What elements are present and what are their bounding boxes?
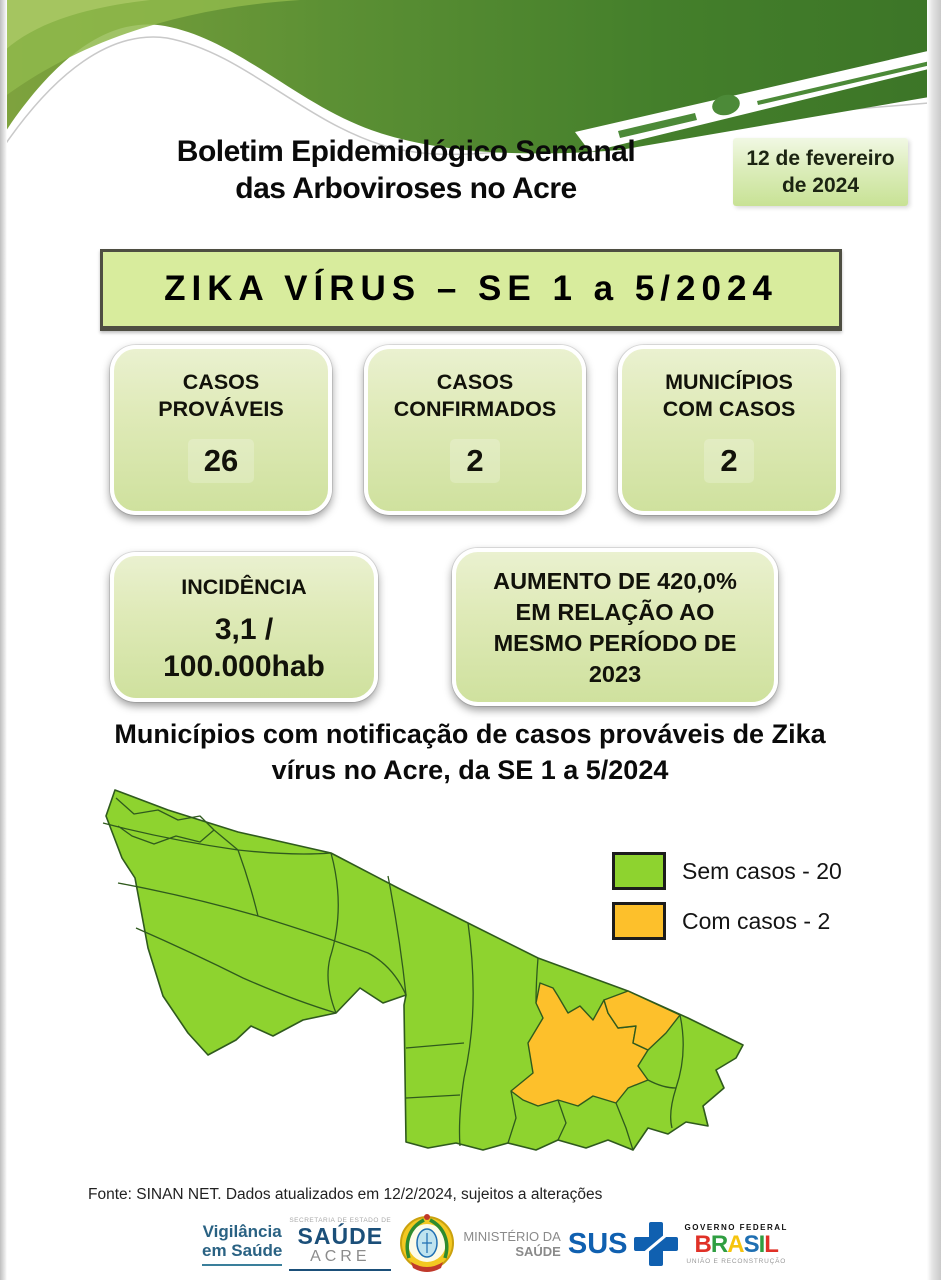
date-line2: de 2024: [781, 174, 860, 197]
brasil-letter: I: [758, 1231, 766, 1258]
card-casos-provaveis: CASOS PROVÁVEIS 26: [110, 345, 332, 515]
acre-choropleth-map: [102, 789, 744, 1151]
vigilancia-em-saude-logo: Vigilância em Saúde: [202, 1222, 283, 1266]
increase-line3: MESMO PERÍODO DE: [493, 630, 737, 656]
brasil-letter: S: [743, 1231, 760, 1258]
saude-acre-sub-text: ACRE: [310, 1248, 371, 1265]
card-value: 26: [187, 439, 255, 483]
map-title-line2: vírus no Acre, da SE 1 a 5/2024: [271, 755, 669, 785]
source-note: Fonte: SINAN NET. Dados atualizados em 1…: [88, 1186, 603, 1203]
disease-banner: ZIKA VÍRUS – SE 1 a 5/2024: [100, 249, 842, 331]
date-badge: 12 de fevereiro de 2024: [733, 138, 908, 206]
sus-cross-icon: [633, 1222, 678, 1266]
page-title: Boletim Epidemiológico Semanal das Arbov…: [100, 133, 712, 207]
incidence-label: INCIDÊNCIA: [181, 575, 307, 599]
acre-coat-of-arms-icon: [400, 1214, 455, 1272]
uniao-reconstrucao-text: UNIÃO E RECONSTRUÇÃO: [686, 1258, 787, 1265]
map-region-with-cases-small: [603, 990, 681, 1051]
brasil-letter: L: [764, 1231, 779, 1258]
card-value: 2: [450, 439, 500, 483]
legend-row-sem-casos: Sem casos - 20: [612, 852, 842, 890]
incidence-value-line2: 100.000hab: [163, 650, 325, 683]
legend-label: Sem casos - 20: [682, 857, 842, 884]
ministerio-da-saude-logo: MINISTÉRIO DA SAÚDE: [463, 1229, 561, 1259]
vigilancia-line2: em Saúde: [202, 1241, 283, 1260]
card-casos-confirmados: CASOS CONFIRMADOS 2: [364, 345, 586, 515]
card-label-line1: MUNICÍPIOS: [665, 370, 793, 394]
brasil-wordmark: BRASIL: [685, 1232, 788, 1258]
page-title-line1: Boletim Epidemiológico Semanal: [176, 135, 636, 168]
governo-federal-brasil-logo: GOVERNO FEDERAL BRASIL UNIÃO E RECONSTRU…: [685, 1223, 788, 1265]
increase-line4: 2023: [588, 661, 642, 687]
header-wave-decoration: [0, 0, 941, 156]
disease-banner-text: ZIKA VÍRUS – SE 1 a 5/2024: [164, 269, 778, 308]
page-edge-right: [927, 0, 941, 1280]
incidence-value-line1: 3,1 /: [214, 613, 274, 646]
saude-acre-underline: [289, 1269, 392, 1271]
brasil-letter: A: [727, 1231, 744, 1258]
brasil-letter: B: [694, 1231, 712, 1258]
card-incidencia: INCIDÊNCIA 3,1 / 100.000hab: [110, 552, 378, 702]
page-edge-left: [0, 0, 7, 1280]
saude-acre-secretaria-text: SECRETARIA DE ESTADO DE: [289, 1217, 392, 1224]
page-title-line2: das Arboviroses no Acre: [235, 172, 577, 205]
ministerio-line2: SAÚDE: [515, 1244, 561, 1259]
saude-acre-logo: SECRETARIA DE ESTADO DE SAÚDE ACRE: [289, 1217, 392, 1271]
card-label-line2: PROVÁVEIS: [158, 397, 284, 421]
card-value: 2: [704, 439, 754, 483]
vigilancia-line1: Vigilância: [202, 1222, 282, 1241]
sus-text: SUS: [567, 1227, 628, 1260]
increase-line1: AUMENTO DE 420,0%: [493, 568, 737, 594]
map-title: Municípios com notificação de casos prov…: [70, 716, 870, 788]
legend-label: Com casos - 2: [682, 907, 831, 934]
governo-federal-text: GOVERNO FEDERAL: [684, 1223, 788, 1232]
map-title-line1: Municípios com notificação de casos prov…: [114, 719, 826, 749]
increase-line2: EM RELAÇÃO AO: [515, 599, 715, 625]
card-label-line2: CONFIRMADOS: [393, 397, 557, 421]
vigilancia-underline: [202, 1264, 283, 1266]
sus-logo: SUS: [568, 1222, 678, 1266]
map-legend: Sem casos - 20 Com casos - 2: [612, 852, 842, 952]
date-line1: 12 de fevereiro: [746, 147, 895, 170]
brasil-letter: R: [710, 1231, 728, 1258]
footer-logos: Vigilância em Saúde SECRETARIA DE ESTADO…: [202, 1212, 788, 1276]
ministerio-line1: MINISTÉRIO DA: [463, 1229, 561, 1244]
card-aumento: AUMENTO DE 420,0% EM RELAÇÃO AO MESMO PE…: [452, 548, 778, 706]
legend-row-com-casos: Com casos - 2: [612, 902, 842, 940]
card-municipios-com-casos: MUNICÍPIOS COM CASOS 2: [618, 345, 840, 515]
legend-swatch-orange: [612, 902, 666, 940]
card-label-line2: COM CASOS: [662, 397, 796, 421]
legend-swatch-green: [612, 852, 666, 890]
saude-acre-main-text: SAÚDE: [297, 1223, 384, 1249]
card-label-line1: CASOS: [182, 370, 260, 394]
card-label-line1: CASOS: [436, 370, 514, 394]
